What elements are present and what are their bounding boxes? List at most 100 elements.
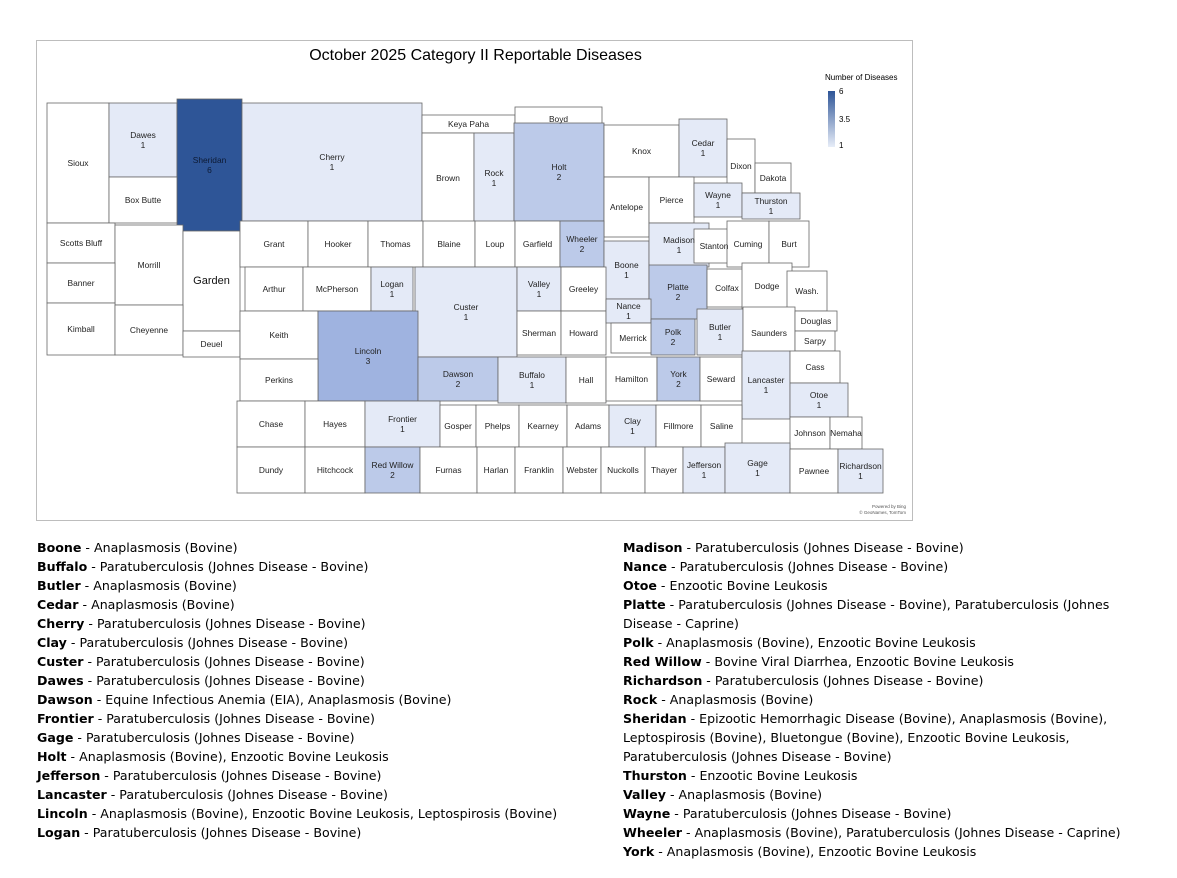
county-label: Keith <box>269 330 288 340</box>
county-greeley <box>560 266 607 312</box>
county-red-willow <box>364 446 421 494</box>
county-label: Greeley <box>569 284 599 294</box>
disease-entry: Cedar - Anaplasmosis (Bovine) <box>37 595 597 614</box>
disease-entry: Dawson - Equine Infectious Anemia (EIA),… <box>37 690 597 709</box>
disease-entry: Thurston - Enzootic Bovine Leukosis <box>623 766 1133 785</box>
disease-entry-county: Butler <box>37 578 81 593</box>
county-pawnee <box>789 448 839 494</box>
county-label: Red Willow <box>372 460 415 470</box>
disease-entry-county: Gage <box>37 730 74 745</box>
disease-entry: Red Willow - Bovine Viral Diarrhea, Enzo… <box>623 652 1133 671</box>
county-disease-count: 1 <box>718 332 723 342</box>
disease-entry-county: Frontier <box>37 711 94 726</box>
county-label: Antelope <box>610 202 643 212</box>
disease-entry-diseases: Anaplasmosis (Bovine), Enzootic Bovine L… <box>79 749 389 764</box>
county-label: Otoe <box>810 390 828 400</box>
county-disease-count: 1 <box>390 289 395 299</box>
county-label: Perkins <box>265 375 293 385</box>
county-cass <box>789 350 841 384</box>
disease-entry-county: Platte <box>623 597 666 612</box>
county-chase <box>236 400 306 448</box>
county-label: Nance <box>616 301 641 311</box>
county-label: Sioux <box>68 158 90 168</box>
disease-entry-county: Dawson <box>37 692 93 707</box>
county-label: Saline <box>710 421 734 431</box>
county-label: Adams <box>575 421 601 431</box>
county-webster <box>562 446 602 494</box>
disease-entry: Otoe - Enzootic Bovine Leukosis <box>623 576 1133 595</box>
county-disease-count: 1 <box>630 426 635 436</box>
county-label: Nuckolls <box>607 465 639 475</box>
county-label: Furnas <box>435 465 461 475</box>
county-wheeler <box>559 220 605 268</box>
disease-entry-separator: - <box>686 711 700 726</box>
disease-entry: Boone - Anaplasmosis (Bovine) <box>37 538 597 557</box>
disease-entry-separator: - <box>81 540 94 555</box>
disease-list-right-column: Madison - Paratuberculosis (Johnes Disea… <box>623 538 1133 861</box>
disease-entry-separator: - <box>84 616 97 631</box>
disease-entry: Custer - Paratuberculosis (Johnes Diseas… <box>37 652 597 671</box>
county-scotts-bluff <box>46 222 116 264</box>
county-polk <box>650 318 696 356</box>
disease-entry-county: Wayne <box>623 806 671 821</box>
disease-entry: Valley - Anaplasmosis (Bovine) <box>623 785 1133 804</box>
disease-entry-separator: - <box>80 578 94 593</box>
disease-entry-county: Custer <box>37 654 84 669</box>
disease-entry-diseases: Paratuberculosis (Johnes Disease - Bovin… <box>682 806 952 821</box>
county-label: Hall <box>579 375 594 385</box>
map-frame: October 2025 Category II Reportable Dise… <box>36 40 913 521</box>
disease-entry: Buffalo - Paratuberculosis (Johnes Disea… <box>37 557 597 576</box>
county-label: Knox <box>632 146 652 156</box>
disease-entry-separator: - <box>66 749 80 764</box>
disease-entry-diseases: Paratuberculosis (Johnes Disease - Bovin… <box>679 559 949 574</box>
county-kimball <box>46 302 116 356</box>
county-label: Blaine <box>437 239 461 249</box>
disease-entry-county: Richardson <box>623 673 703 688</box>
county-disease-count: 2 <box>557 172 562 182</box>
county-label: Howard <box>569 328 598 338</box>
county-cedar <box>678 118 728 178</box>
county-label: Box Butte <box>125 195 162 205</box>
disease-entry-county: Holt <box>37 749 67 764</box>
legend-mid: 3.5 <box>839 115 851 124</box>
county-label: Brown <box>436 173 460 183</box>
disease-entry-county: Otoe <box>623 578 657 593</box>
disease-entry-county: Dawes <box>37 673 84 688</box>
county-label: Thayer <box>651 465 677 475</box>
disease-entry-diseases: Equine Infectious Anemia (EIA), Anaplasm… <box>105 692 452 707</box>
county-label: Dixon <box>730 161 752 171</box>
county-label: Jefferson <box>687 460 722 470</box>
county-label: Wash. <box>795 286 818 296</box>
county-label: Frontier <box>388 414 417 424</box>
county-disease-count: 2 <box>676 292 681 302</box>
county-label: Nemaha <box>830 428 862 438</box>
county-blaine <box>422 220 476 268</box>
county-label: York <box>670 369 687 379</box>
county-arthur <box>244 266 304 312</box>
county-nemaha <box>829 416 863 450</box>
county-label: Dawson <box>443 369 474 379</box>
county-label: Sarpy <box>804 336 827 346</box>
disease-entry-diseases: Anaplasmosis (Bovine) <box>91 597 235 612</box>
disease-entry-separator: - <box>682 540 696 555</box>
disease-entry-county: York <box>623 844 655 859</box>
disease-entry-diseases: Paratuberculosis (Johnes Disease - Bovin… <box>623 597 1110 631</box>
disease-entry: Polk - Anaplasmosis (Bovine), Enzootic B… <box>623 633 1133 652</box>
county-disease-count: 1 <box>677 245 682 255</box>
disease-entry-separator: - <box>83 673 97 688</box>
county-disease-count: 1 <box>624 270 629 280</box>
county-otoe <box>789 382 849 418</box>
county-label: Cherry <box>319 152 345 162</box>
disease-entry-diseases: Anaplasmosis (Bovine) <box>678 787 823 802</box>
county-label: Boone <box>614 260 639 270</box>
disease-entry-separator: - <box>100 768 113 783</box>
disease-entry-county: Logan <box>37 825 81 840</box>
disease-list-left-column: Boone - Anaplasmosis (Bovine) Buffalo - P… <box>37 538 597 842</box>
county-label: Wayne <box>705 190 731 200</box>
county-disease-count: 1 <box>769 206 774 216</box>
county-disease-count: 1 <box>400 424 405 434</box>
county-label: Clay <box>624 416 642 426</box>
disease-entry-separator: - <box>701 654 715 669</box>
county-label: Pierce <box>660 195 684 205</box>
county-label: Buffalo <box>519 370 545 380</box>
